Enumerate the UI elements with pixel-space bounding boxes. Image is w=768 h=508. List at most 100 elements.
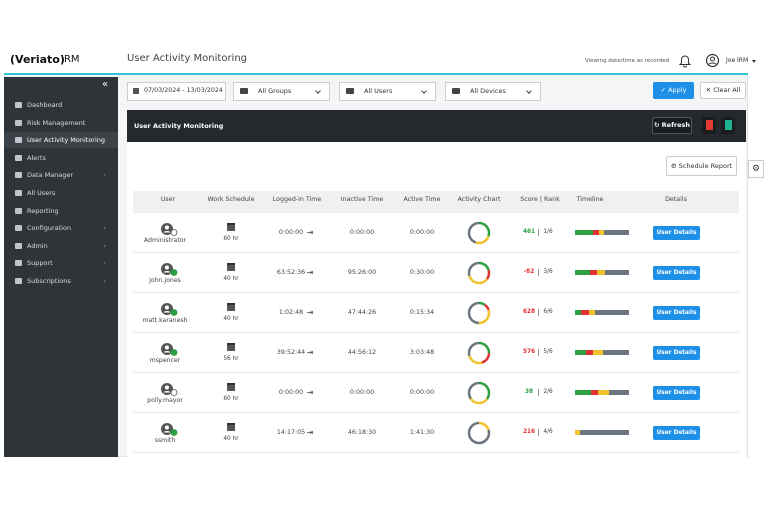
user-details-button[interactable]: User Details	[653, 426, 700, 440]
sidebar-item[interactable]: Data Manager ›	[4, 167, 118, 183]
work-schedule: 40 hr	[223, 436, 239, 442]
users-select[interactable]: All Users	[339, 82, 436, 101]
devices-select[interactable]: All Devices	[445, 82, 541, 101]
settings-tab[interactable]: ⚙	[748, 160, 764, 178]
groups-select[interactable]: All Groups	[233, 82, 330, 101]
row-divider	[133, 332, 739, 333]
timeline-bar	[575, 310, 629, 315]
timeline-segment	[603, 350, 629, 355]
active-time: 0:30:00	[409, 269, 435, 276]
date-range: 07/03/2024 - 13/03/2024	[144, 87, 223, 94]
export-excel-button[interactable]	[721, 117, 735, 134]
sidebar-item[interactable]: Reporting	[4, 203, 118, 219]
calendar-icon	[227, 223, 235, 231]
calendar-icon	[227, 383, 235, 391]
sidebar-label: Dashboard	[27, 101, 63, 109]
user-name[interactable]: mspencer	[149, 357, 181, 364]
user-details-button[interactable]: User Details	[653, 306, 700, 320]
sidebar-item[interactable]: Risk Management	[4, 115, 118, 131]
sidebar-label: Admin	[27, 241, 48, 250]
user-details-button[interactable]: User Details	[653, 386, 700, 400]
score-separator	[538, 269, 539, 276]
timeline-segment	[593, 350, 604, 355]
sidebar-label: All Users	[27, 189, 56, 197]
timeline-segment	[575, 230, 594, 235]
login-icon: ⇥	[306, 348, 314, 357]
users-label: All Users	[364, 87, 393, 95]
sidebar-label: Subscriptions	[27, 277, 71, 285]
sidebar-item[interactable]: All Users	[4, 185, 118, 201]
timeline-segment	[604, 270, 629, 275]
user-menu[interactable]: Joe IRM	[726, 57, 749, 64]
score-separator	[538, 309, 539, 316]
user-name[interactable]: ssmith	[154, 437, 176, 444]
refresh-button[interactable]: ↻ Refresh	[652, 117, 692, 134]
clear-label: Clear All	[713, 86, 741, 94]
sidebar-icon	[15, 260, 22, 267]
calendar-icon	[133, 88, 139, 94]
sidebar-caret: ›	[103, 259, 106, 268]
clear-all-button[interactable]: ✕ Clear All	[700, 82, 746, 99]
score-separator	[538, 229, 539, 236]
sidebar-label: User Activity Monitoring	[27, 136, 106, 145]
sidebar-icon	[15, 225, 22, 232]
sidebar-item[interactable]: Admin ›	[4, 238, 118, 254]
score: 628	[522, 309, 536, 315]
select-icon	[240, 88, 248, 94]
sidebar-item[interactable]: User Activity Monitoring	[4, 132, 118, 149]
column-header: Timeline	[576, 196, 604, 203]
column-header: Logged-in Time	[272, 196, 322, 203]
notification-bell[interactable]	[678, 54, 692, 68]
score: 38	[524, 389, 534, 395]
user-details-button[interactable]: User Details	[653, 346, 700, 360]
column-header: Details	[665, 196, 687, 203]
table-card	[127, 142, 746, 457]
timeline-segment	[580, 430, 629, 435]
sidebar-item[interactable]: Dashboard	[4, 97, 118, 113]
user-name[interactable]: polly.mayor	[147, 397, 183, 404]
sidebar-item[interactable]: Subscriptions ›	[4, 273, 118, 289]
sidebar-collapse[interactable]: «	[102, 79, 109, 90]
schedule-report-label: Schedule Report	[678, 162, 733, 170]
user-name[interactable]: Administrator	[143, 237, 187, 244]
sidebar-icon	[15, 137, 22, 144]
activity-donut	[467, 421, 491, 445]
timeline-segment	[593, 230, 599, 235]
rank: 4/6	[543, 429, 553, 435]
user-name[interactable]: john.jones	[149, 277, 181, 284]
timeline-segment	[589, 270, 597, 275]
inactive-time: 46:18:30	[347, 429, 377, 436]
timeline-segment	[595, 310, 629, 315]
logo: (Veriato)	[10, 53, 65, 66]
logo-suffix: IRM	[61, 54, 80, 65]
export-pdf-button[interactable]	[702, 117, 716, 134]
inactive-time: 44:56:12	[347, 349, 377, 356]
user-avatar-icon[interactable]	[705, 53, 720, 68]
sidebar-label: Alerts	[27, 153, 46, 162]
score-separator	[538, 429, 539, 436]
sidebar-item[interactable]: Support ›	[4, 255, 118, 271]
sidebar-item[interactable]: Alerts	[4, 150, 118, 166]
rank: 1/6	[543, 229, 553, 235]
inactive-time: 0:00:00	[349, 229, 375, 236]
rank: 5/6	[543, 349, 553, 355]
user-details-button[interactable]: User Details	[653, 266, 700, 280]
sidebar-item[interactable]: Configuration ›	[4, 220, 118, 236]
sidebar-icon	[15, 102, 22, 108]
logged-in-time: 63:52:36	[276, 269, 306, 276]
select-icon	[452, 88, 460, 94]
work-schedule: 60 hr	[223, 396, 239, 402]
activity-donut	[467, 221, 491, 245]
timeline-segment	[591, 390, 599, 395]
apply-button[interactable]: ✓ Apply	[653, 82, 694, 99]
logged-in-time: 1:02:48	[278, 309, 304, 316]
column-header: Active Time	[403, 196, 441, 203]
schedule-report-button[interactable]: ⚙ Schedule Report	[666, 156, 737, 176]
user-details-button[interactable]: User Details	[653, 226, 700, 240]
activity-donut	[467, 381, 491, 405]
score: 576	[522, 349, 536, 355]
sidebar-icon	[15, 119, 22, 126]
date-range-picker[interactable]	[127, 82, 226, 101]
sidebar-caret: ›	[103, 224, 106, 233]
user-name[interactable]: matt.karanesh	[142, 317, 188, 324]
